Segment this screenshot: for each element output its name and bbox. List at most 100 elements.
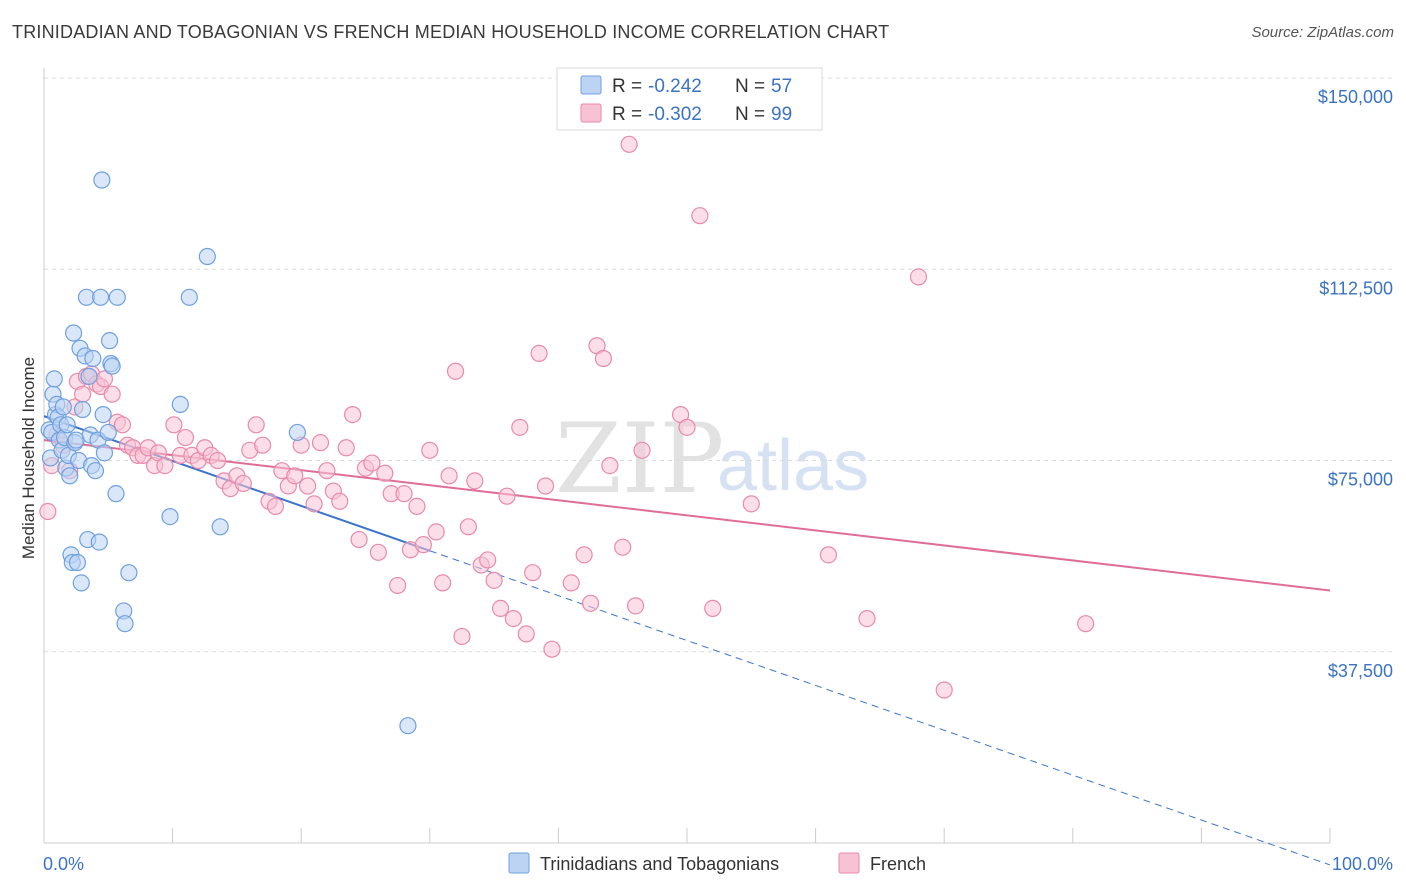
point-series-1-48 bbox=[116, 615, 134, 633]
legend-swatch-series-1 bbox=[580, 75, 602, 95]
point-series-2-97 bbox=[704, 599, 722, 618]
point-series-2-99 bbox=[819, 546, 838, 564]
trend-extension-series-1 bbox=[429, 550, 1331, 866]
point-series-2-26 bbox=[176, 428, 195, 447]
series-legend: Trinidadians and Tobagonians French bbox=[508, 852, 926, 874]
legend-r-value-1: -0.242 bbox=[648, 76, 702, 97]
trend-line-series-2 bbox=[43, 439, 1331, 592]
point-series-2-66 bbox=[434, 574, 452, 592]
point-series-2-38 bbox=[254, 436, 272, 454]
point-series-1-56 bbox=[399, 717, 417, 735]
point-series-2-40 bbox=[266, 497, 285, 515]
point-series-2-89 bbox=[601, 457, 619, 475]
point-series-2-88 bbox=[594, 349, 613, 368]
point-series-2-75 bbox=[491, 599, 510, 618]
series-label-trinidadians: Trinidadians and Tobagonians bbox=[540, 854, 779, 874]
point-series-1-36 bbox=[90, 533, 108, 551]
series-swatch-trinidadians bbox=[508, 852, 530, 874]
legend-n-value-1: 57 bbox=[771, 76, 792, 97]
point-series-1-37 bbox=[91, 288, 110, 306]
point-series-2-69 bbox=[453, 627, 471, 646]
chart-source: Source: ZipAtlas.com bbox=[1251, 24, 1394, 41]
point-series-1-34 bbox=[86, 462, 105, 480]
point-series-1-52 bbox=[180, 288, 198, 306]
y-tick-label-0: $37,500 bbox=[1328, 661, 1393, 681]
legend-r-label-1: R = bbox=[612, 76, 642, 97]
point-series-2-95 bbox=[678, 418, 696, 436]
watermark-zip: ZIP bbox=[555, 403, 724, 515]
point-series-2-82 bbox=[536, 477, 555, 495]
point-series-2-50 bbox=[331, 492, 349, 510]
legend-n-value-2: 99 bbox=[771, 104, 792, 125]
point-series-2-55 bbox=[363, 454, 381, 472]
point-series-2-7 bbox=[73, 385, 92, 403]
point-series-1-14 bbox=[58, 416, 76, 434]
point-series-2-79 bbox=[517, 625, 535, 643]
chart-title: TRINIDADIAN AND TOBAGONIAN VS FRENCH MED… bbox=[12, 22, 890, 42]
y-tick-labels: $37,500 $75,000 $112,500 $150,000 bbox=[1318, 87, 1393, 681]
legend-n-label-2: N = bbox=[735, 104, 765, 125]
legend: R = -0.242 N = 57 R = -0.302 N = 99 bbox=[556, 67, 823, 131]
point-series-2-24 bbox=[165, 416, 183, 434]
point-series-2-92 bbox=[626, 597, 645, 615]
point-series-1-30 bbox=[80, 367, 98, 385]
point-series-2-68 bbox=[446, 362, 465, 380]
point-series-2-51 bbox=[337, 439, 355, 457]
x-axis-max-label: 100.0% bbox=[1332, 854, 1393, 874]
point-series-2-46 bbox=[305, 495, 323, 513]
point-series-2-64 bbox=[421, 441, 439, 459]
point-series-2-15 bbox=[113, 416, 132, 434]
point-series-1-19 bbox=[64, 324, 83, 342]
point-series-1-51 bbox=[171, 395, 189, 413]
point-series-1-16 bbox=[61, 467, 79, 485]
point-series-2-47 bbox=[311, 434, 330, 452]
gridlines bbox=[44, 77, 1395, 653]
point-series-2-96 bbox=[691, 207, 709, 225]
point-series-2-77 bbox=[504, 609, 522, 628]
point-series-1-33 bbox=[84, 349, 102, 368]
legend-r-label-2: R = bbox=[612, 104, 642, 125]
point-series-2-102 bbox=[935, 681, 953, 699]
point-series-2-57 bbox=[376, 464, 394, 482]
point-series-1-39 bbox=[94, 406, 112, 424]
point-series-1-42 bbox=[100, 332, 119, 350]
point-series-2-65 bbox=[427, 523, 445, 541]
y-tick-label-2: $112,500 bbox=[1319, 278, 1393, 298]
point-series-1-25 bbox=[72, 574, 90, 592]
point-series-2-45 bbox=[299, 477, 317, 495]
point-series-2-86 bbox=[581, 594, 600, 612]
point-series-2-101 bbox=[909, 268, 928, 286]
point-series-2-37 bbox=[247, 416, 265, 434]
point-series-2-98 bbox=[742, 495, 760, 513]
point-series-1-50 bbox=[161, 507, 179, 526]
y-tick-label-3: $150,000 bbox=[1318, 87, 1393, 107]
point-series-2-80 bbox=[524, 564, 542, 582]
point-series-1-54 bbox=[211, 518, 229, 536]
point-series-1-11 bbox=[54, 398, 72, 416]
point-series-2-85 bbox=[575, 546, 593, 564]
point-series-1-55 bbox=[288, 423, 306, 442]
point-series-1-46 bbox=[108, 288, 126, 306]
legend-n-label-1: N = bbox=[735, 76, 765, 97]
point-series-1-41 bbox=[99, 423, 117, 442]
watermark-atlas: atlas bbox=[717, 426, 869, 506]
legend-r-value-2: -0.302 bbox=[648, 104, 702, 125]
point-series-1-4 bbox=[45, 370, 63, 388]
point-series-2-48 bbox=[318, 462, 336, 480]
point-series-2-73 bbox=[479, 551, 497, 569]
point-series-2-0 bbox=[39, 502, 57, 521]
point-series-2-35 bbox=[234, 474, 252, 493]
series-swatch-french bbox=[838, 852, 860, 874]
watermark: ZIP atlas bbox=[555, 403, 869, 515]
point-series-2-31 bbox=[209, 451, 227, 470]
point-series-2-62 bbox=[408, 497, 426, 515]
point-series-2-23 bbox=[156, 457, 174, 475]
point-series-2-100 bbox=[858, 609, 876, 628]
point-series-2-67 bbox=[440, 467, 458, 485]
y-axis-label: Median Household Income bbox=[19, 357, 38, 559]
point-series-2-56 bbox=[369, 543, 387, 561]
point-series-1-45 bbox=[107, 485, 125, 503]
point-series-2-84 bbox=[562, 574, 580, 592]
point-series-1-26 bbox=[73, 400, 92, 419]
